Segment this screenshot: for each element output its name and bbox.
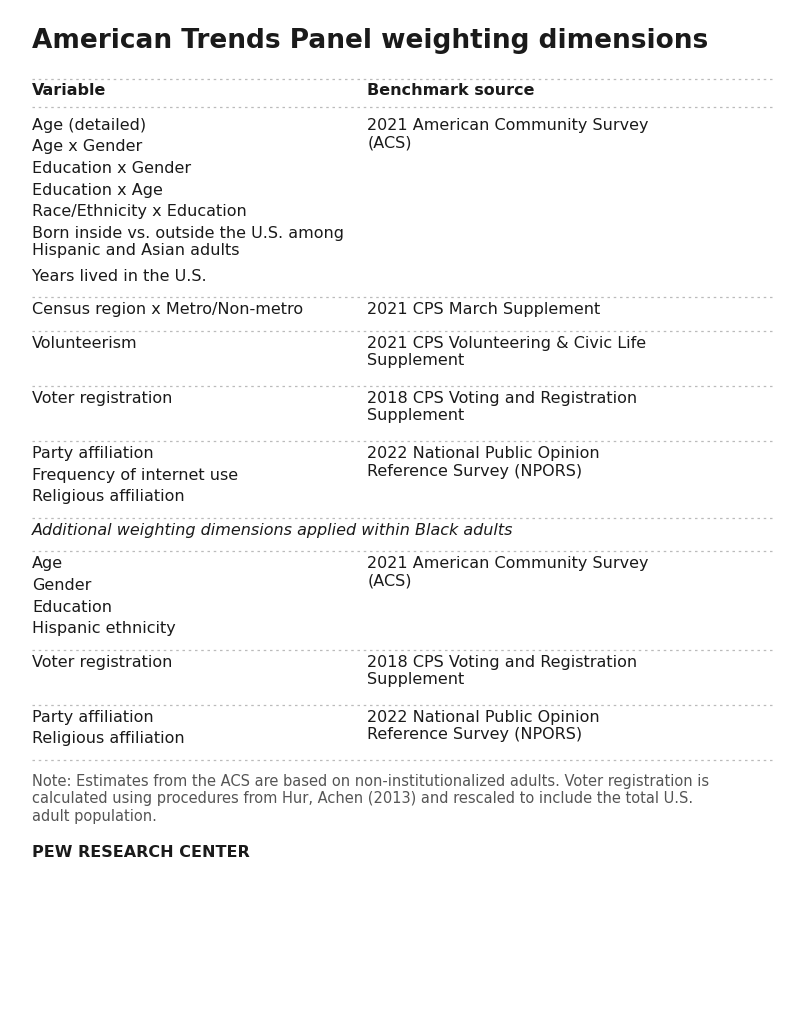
Text: Party affiliation: Party affiliation: [32, 446, 153, 461]
Text: 2022 National Public Opinion
Reference Survey (NPORS): 2022 National Public Opinion Reference S…: [367, 710, 600, 742]
Text: Hispanic ethnicity: Hispanic ethnicity: [32, 622, 176, 636]
Text: Years lived in the U.S.: Years lived in the U.S.: [32, 269, 207, 284]
Text: Variable: Variable: [32, 83, 107, 98]
Text: Age (detailed): Age (detailed): [32, 118, 146, 133]
Text: Voter registration: Voter registration: [32, 391, 173, 407]
Text: Education x Gender: Education x Gender: [32, 161, 191, 176]
Text: Voter registration: Voter registration: [32, 654, 173, 670]
Text: 2021 CPS March Supplement: 2021 CPS March Supplement: [367, 302, 600, 317]
Text: Education x Age: Education x Age: [32, 182, 163, 198]
Text: American Trends Panel weighting dimensions: American Trends Panel weighting dimensio…: [32, 28, 709, 54]
Text: Born inside vs. outside the U.S. among
Hispanic and Asian adults: Born inside vs. outside the U.S. among H…: [32, 225, 344, 258]
Text: Gender: Gender: [32, 578, 91, 593]
Text: 2018 CPS Voting and Registration
Supplement: 2018 CPS Voting and Registration Supplem…: [367, 654, 638, 687]
Text: 2021 American Community Survey
(ACS): 2021 American Community Survey (ACS): [367, 118, 649, 151]
Text: 2018 CPS Voting and Registration
Supplement: 2018 CPS Voting and Registration Supplem…: [367, 391, 638, 424]
Text: 2021 American Community Survey
(ACS): 2021 American Community Survey (ACS): [367, 556, 649, 589]
Text: Religious affiliation: Religious affiliation: [32, 489, 185, 505]
Text: Party affiliation: Party affiliation: [32, 710, 153, 725]
Text: Age: Age: [32, 556, 63, 571]
Text: Education: Education: [32, 600, 112, 614]
Text: Benchmark source: Benchmark source: [367, 83, 535, 98]
Text: PEW RESEARCH CENTER: PEW RESEARCH CENTER: [32, 845, 249, 860]
Text: 2022 National Public Opinion
Reference Survey (NPORS): 2022 National Public Opinion Reference S…: [367, 446, 600, 478]
Text: Additional weighting dimensions applied within Black adults: Additional weighting dimensions applied …: [32, 523, 513, 538]
Text: Note: Estimates from the ACS are based on non-institutionalized adults. Voter re: Note: Estimates from the ACS are based o…: [32, 774, 709, 823]
Text: 2021 CPS Volunteering & Civic Life
Supplement: 2021 CPS Volunteering & Civic Life Suppl…: [367, 336, 646, 369]
Text: Census region x Metro/Non-metro: Census region x Metro/Non-metro: [32, 302, 303, 317]
Text: Volunteerism: Volunteerism: [32, 336, 138, 351]
Text: Frequency of internet use: Frequency of internet use: [32, 468, 238, 482]
Text: Race/Ethnicity x Education: Race/Ethnicity x Education: [32, 204, 247, 219]
Text: Religious affiliation: Religious affiliation: [32, 731, 185, 746]
Text: Age x Gender: Age x Gender: [32, 139, 142, 155]
